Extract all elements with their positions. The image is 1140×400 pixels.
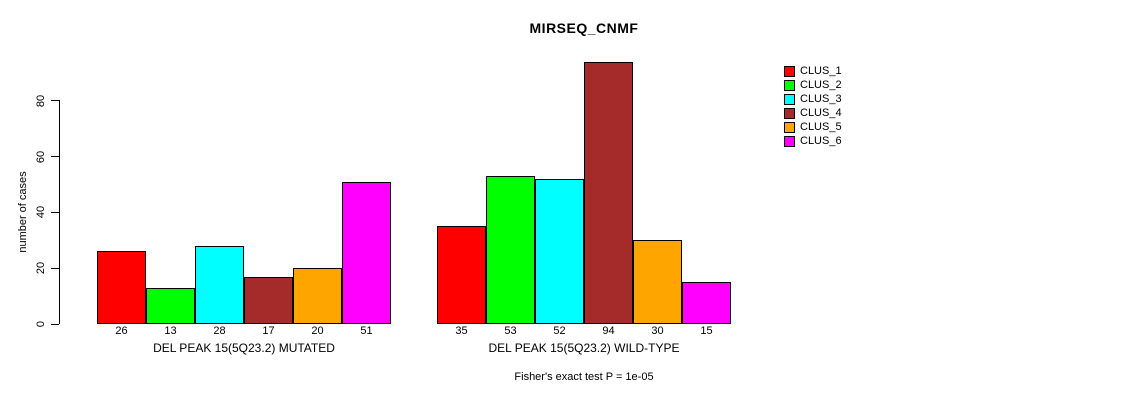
legend-item-clus_2: CLUS_2 <box>784 78 842 92</box>
bar-value-label: 15 <box>700 325 713 337</box>
legend-swatch <box>784 65 795 77</box>
y-axis-tick-label: 60 <box>35 150 47 163</box>
y-axis-tick-label: 40 <box>35 206 47 219</box>
chart-title: MIRSEQ_CNMF <box>529 20 639 36</box>
bar-clus_4-group1 <box>244 277 293 324</box>
legend-label: CLUS_3 <box>800 93 842 105</box>
legend-item-clus_3: CLUS_3 <box>784 92 842 106</box>
legend-swatch <box>784 93 795 105</box>
legend-label: CLUS_4 <box>800 107 842 119</box>
bar-clus_1-group2 <box>437 226 486 324</box>
legend-label: CLUS_2 <box>800 79 842 91</box>
legend-swatch <box>784 107 795 119</box>
bar-value-label: 20 <box>311 325 324 337</box>
fisher-test-note: Fisher's exact test P = 1e-05 <box>514 371 654 383</box>
bar-clus_6-group1 <box>342 182 391 324</box>
legend-item-clus_6: CLUS_6 <box>784 134 842 148</box>
legend-swatch <box>784 135 795 147</box>
bar-clus_5-group2 <box>633 240 682 324</box>
group-label-wild-type: DEL PEAK 15(5Q23.2) WILD-TYPE <box>488 341 680 355</box>
legend-item-clus_1: CLUS_1 <box>784 64 842 78</box>
legend-item-clus_5: CLUS_5 <box>784 120 842 134</box>
y-axis-tick <box>51 100 59 102</box>
bar-value-label: 53 <box>504 325 517 337</box>
y-axis-tick <box>51 267 59 269</box>
legend-item-clus_4: CLUS_4 <box>784 106 842 120</box>
bar-value-label: 13 <box>164 325 177 337</box>
y-axis-label: number of cases <box>17 171 29 253</box>
bar-clus_2-group1 <box>146 288 195 324</box>
legend-label: CLUS_5 <box>800 121 842 133</box>
bar-clus_3-group1 <box>195 246 244 324</box>
y-axis-tick <box>51 156 59 158</box>
legend-label: CLUS_6 <box>800 135 842 147</box>
bar-clus_6-group2 <box>682 282 731 324</box>
bar-value-label: 26 <box>115 325 128 337</box>
y-axis-tick <box>51 323 59 325</box>
bar-clus_3-group2 <box>535 179 584 324</box>
y-axis-tick-label: 20 <box>35 262 47 275</box>
bar-clus_4-group2 <box>584 62 633 324</box>
bar-value-label: 94 <box>602 325 615 337</box>
bar-value-label: 17 <box>262 325 275 337</box>
y-axis-tick <box>51 211 59 213</box>
bar-clus_1-group1 <box>97 251 146 324</box>
group-label-mutated: DEL PEAK 15(5Q23.2) MUTATED <box>153 341 335 355</box>
legend-swatch <box>784 121 795 133</box>
bar-value-label: 35 <box>455 325 468 337</box>
bar-clus_5-group1 <box>293 268 342 324</box>
legend-label: CLUS_1 <box>800 65 842 77</box>
legend-swatch <box>784 79 795 91</box>
y-axis-tick-label: 0 <box>35 320 47 328</box>
y-axis-line <box>59 100 60 324</box>
bar-value-label: 51 <box>360 325 373 337</box>
bar-value-label: 52 <box>553 325 566 337</box>
bar-value-label: 28 <box>213 325 226 337</box>
y-axis-tick-label: 80 <box>35 94 47 107</box>
bar-value-label: 30 <box>651 325 664 337</box>
bar-clus_2-group2 <box>486 176 535 324</box>
legend: CLUS_1 CLUS_2 CLUS_3 CLUS_4 CLUS_5 CLUS_6 <box>784 64 842 148</box>
